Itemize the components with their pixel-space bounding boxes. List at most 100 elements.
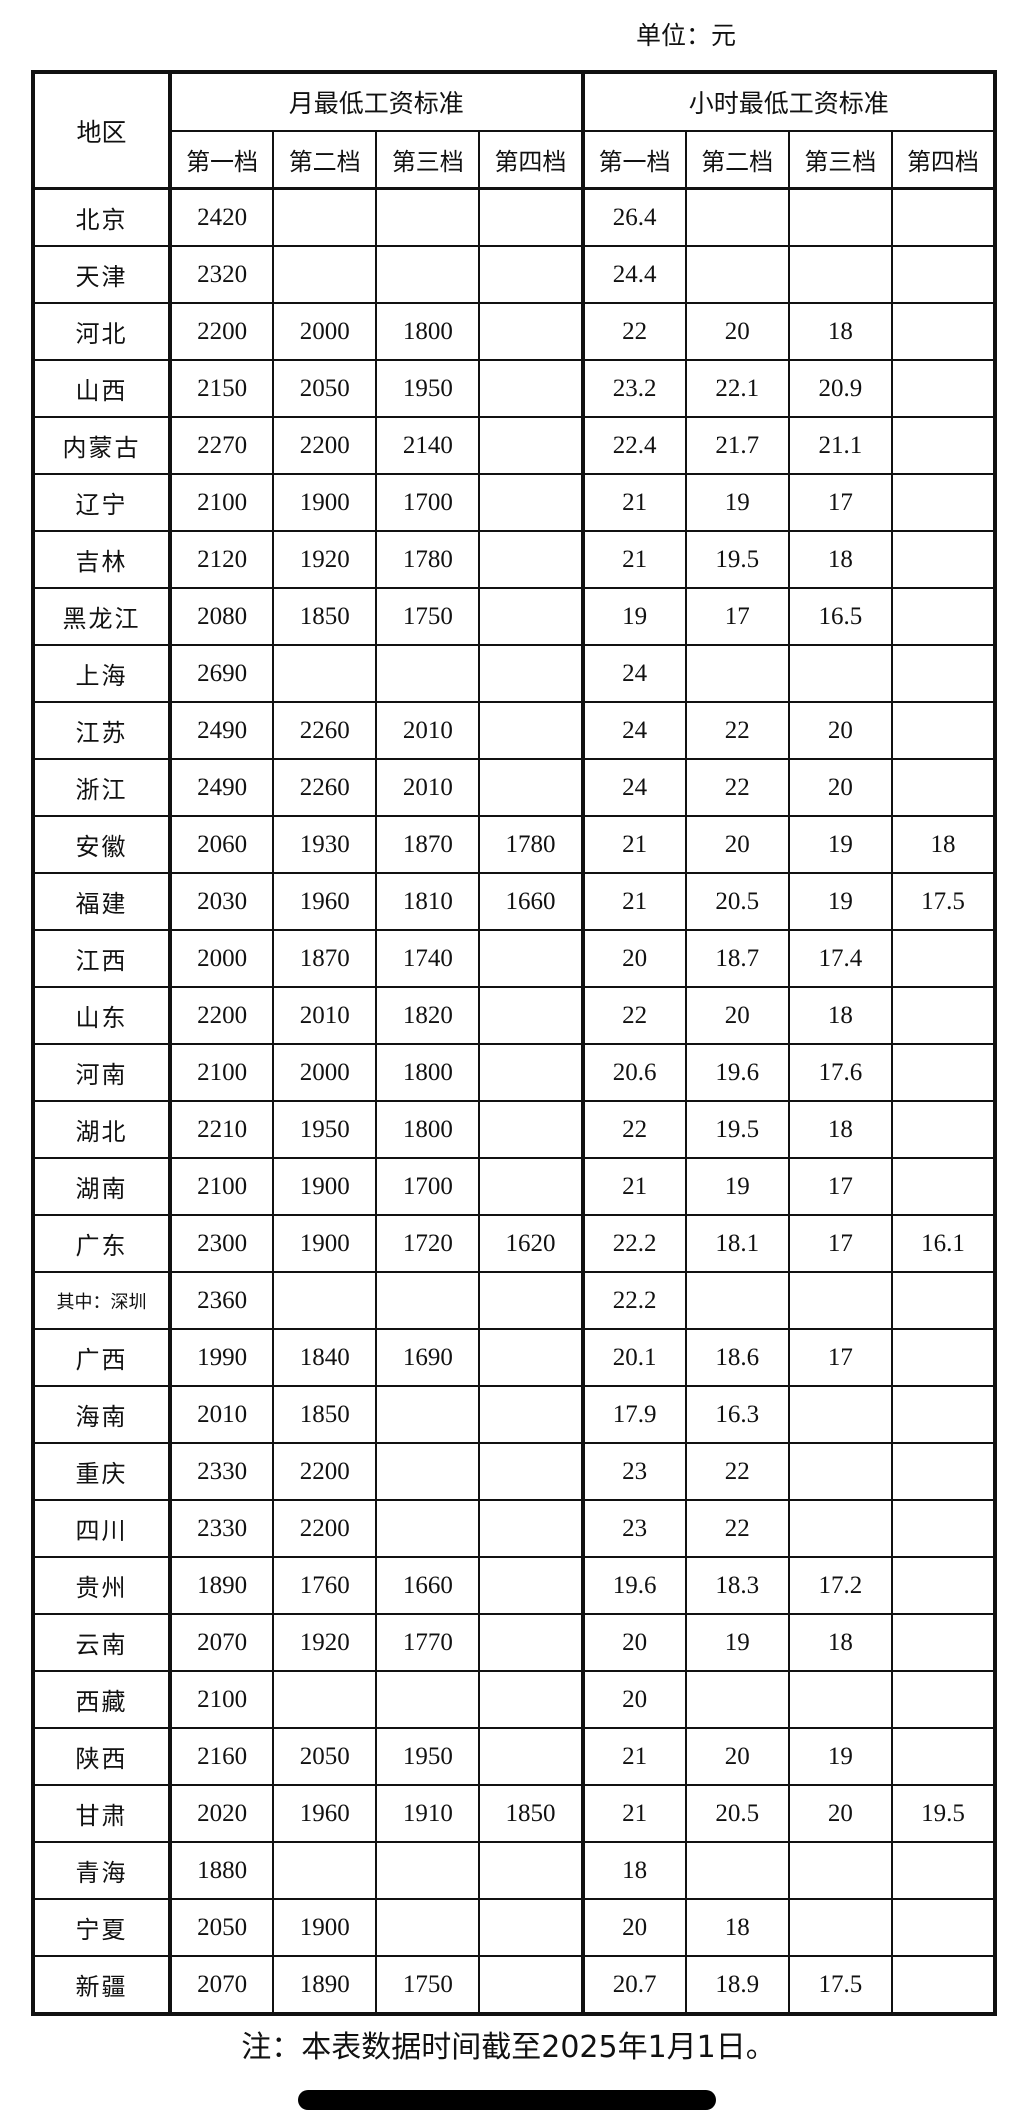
header-monthly-tier-4: 第四档 bbox=[478, 130, 584, 190]
monthly-tier-2-cell: 1900 bbox=[272, 1898, 378, 1957]
region-cell: 上海 bbox=[32, 644, 171, 703]
region-cell: 四川 bbox=[32, 1499, 171, 1558]
monthly-tier-1-cell: 2320 bbox=[167, 245, 275, 304]
monthly-tier-1-cell: 2150 bbox=[167, 359, 275, 418]
hourly-tier-2-cell: 16.3 bbox=[684, 1385, 790, 1444]
hourly-tier-1-cell: 24.4 bbox=[580, 245, 687, 304]
monthly-tier-1-cell: 2490 bbox=[167, 758, 275, 817]
table-row: 宁夏 2050 1900 20 18 bbox=[32, 1898, 997, 1957]
hourly-tier-3-cell bbox=[787, 1385, 893, 1444]
header-hourly-tier-1: 第一档 bbox=[580, 130, 687, 190]
table-row: 其中：深圳 2360 22.2 bbox=[32, 1271, 997, 1330]
monthly-tier-2-cell: 1960 bbox=[272, 1784, 378, 1843]
hourly-tier-1-cell: 24 bbox=[580, 758, 687, 817]
hourly-tier-2-cell bbox=[684, 1271, 790, 1330]
hourly-tier-1-cell: 20.6 bbox=[580, 1043, 687, 1102]
table-row: 浙江 2490 2260 2010 24 22 20 bbox=[32, 758, 997, 817]
hourly-tier-3-cell bbox=[787, 1898, 893, 1957]
monthly-tier-1-cell: 2200 bbox=[167, 302, 275, 361]
monthly-tier-4-cell bbox=[478, 986, 584, 1045]
monthly-tier-3-cell bbox=[375, 1670, 481, 1729]
hourly-tier-3-cell bbox=[787, 644, 893, 703]
monthly-tier-4-cell bbox=[478, 473, 584, 532]
monthly-tier-3-cell: 1720 bbox=[375, 1214, 481, 1273]
region-cell: 陕西 bbox=[32, 1727, 171, 1786]
hourly-tier-1-cell: 21 bbox=[580, 815, 687, 874]
monthly-tier-3-cell bbox=[375, 1841, 481, 1900]
hourly-tier-1-cell: 26.4 bbox=[580, 187, 687, 247]
monthly-tier-4-cell bbox=[478, 1670, 584, 1729]
monthly-tier-4-cell bbox=[478, 1499, 584, 1558]
monthly-tier-4-cell: 1780 bbox=[478, 815, 584, 874]
hourly-tier-4-cell bbox=[890, 245, 997, 304]
table-row: 山东 2200 2010 1820 22 20 18 bbox=[32, 986, 997, 1045]
hourly-tier-2-cell: 20 bbox=[684, 815, 790, 874]
hourly-tier-4-cell bbox=[890, 416, 997, 475]
hourly-tier-4-cell: 19.5 bbox=[890, 1784, 997, 1843]
hourly-tier-4-cell bbox=[890, 1727, 997, 1786]
monthly-tier-4-cell bbox=[478, 929, 584, 988]
hourly-tier-2-cell: 18.3 bbox=[684, 1556, 790, 1615]
hourly-tier-4-cell bbox=[890, 758, 997, 817]
header-monthly-tier-2: 第二档 bbox=[272, 130, 378, 190]
region-cell: 甘肃 bbox=[32, 1784, 171, 1843]
region-cell: 贵州 bbox=[32, 1556, 171, 1615]
monthly-tier-2-cell bbox=[272, 245, 378, 304]
hourly-tier-3-cell: 19 bbox=[787, 1727, 893, 1786]
region-cell: 湖北 bbox=[32, 1100, 171, 1159]
hourly-tier-3-cell: 17 bbox=[787, 1157, 893, 1216]
monthly-tier-2-cell: 1920 bbox=[272, 1613, 378, 1672]
monthly-tier-3-cell: 1800 bbox=[375, 1043, 481, 1102]
hourly-tier-3-cell: 16.5 bbox=[787, 587, 893, 646]
monthly-tier-3-cell bbox=[375, 1385, 481, 1444]
table-row: 河南 2100 2000 1800 20.6 19.6 17.6 bbox=[32, 1043, 997, 1102]
monthly-tier-3-cell: 2140 bbox=[375, 416, 481, 475]
region-cell: 广西 bbox=[32, 1328, 171, 1387]
region-cell: 山东 bbox=[32, 986, 171, 1045]
monthly-tier-4-cell: 1660 bbox=[478, 872, 584, 931]
table-row: 北京 2420 26.4 bbox=[32, 187, 997, 247]
hourly-tier-4-cell bbox=[890, 1100, 997, 1159]
monthly-tier-2-cell bbox=[272, 1841, 378, 1900]
region-cell: 重庆 bbox=[32, 1442, 171, 1501]
hourly-tier-1-cell: 19 bbox=[580, 587, 687, 646]
region-cell: 海南 bbox=[32, 1385, 171, 1444]
footnote: 注：本表数据时间截至2025年1月1日。 bbox=[241, 2030, 776, 2065]
monthly-tier-2-cell: 1850 bbox=[272, 1385, 378, 1444]
hourly-tier-2-cell: 20 bbox=[684, 302, 790, 361]
hourly-tier-3-cell: 17 bbox=[787, 1328, 893, 1387]
region-cell: 河北 bbox=[32, 302, 171, 361]
monthly-tier-1-cell: 2100 bbox=[167, 473, 275, 532]
hourly-tier-1-cell: 24 bbox=[580, 644, 687, 703]
hourly-tier-4-cell bbox=[890, 1442, 997, 1501]
monthly-tier-1-cell: 2490 bbox=[167, 701, 275, 760]
monthly-tier-1-cell: 2070 bbox=[167, 1613, 275, 1672]
monthly-tier-1-cell: 2060 bbox=[167, 815, 275, 874]
hourly-tier-2-cell: 22.1 bbox=[684, 359, 790, 418]
monthly-tier-3-cell: 1780 bbox=[375, 530, 481, 589]
hourly-tier-4-cell bbox=[890, 929, 997, 988]
table-row: 贵州 1890 1760 1660 19.6 18.3 17.2 bbox=[32, 1556, 997, 1615]
hourly-tier-3-cell: 17.2 bbox=[787, 1556, 893, 1615]
hourly-tier-1-cell: 21 bbox=[580, 530, 687, 589]
table-row: 山西 2150 2050 1950 23.2 22.1 20.9 bbox=[32, 359, 997, 418]
monthly-tier-3-cell: 1950 bbox=[375, 359, 481, 418]
hourly-tier-1-cell: 20 bbox=[580, 929, 687, 988]
hourly-tier-1-cell: 18 bbox=[580, 1841, 687, 1900]
monthly-tier-2-cell: 2010 bbox=[272, 986, 378, 1045]
region-cell: 安徽 bbox=[32, 815, 171, 874]
monthly-tier-2-cell: 1900 bbox=[272, 1157, 378, 1216]
monthly-tier-3-cell: 1800 bbox=[375, 1100, 481, 1159]
monthly-tier-4-cell bbox=[478, 1442, 584, 1501]
monthly-tier-4-cell bbox=[478, 1043, 584, 1102]
monthly-tier-4-cell bbox=[478, 1556, 584, 1615]
monthly-tier-4-cell: 1850 bbox=[478, 1784, 584, 1843]
hourly-tier-4-cell bbox=[890, 1157, 997, 1216]
monthly-tier-2-cell: 2200 bbox=[272, 416, 378, 475]
header-hourly-tier-3: 第三档 bbox=[787, 130, 893, 190]
monthly-tier-1-cell: 2420 bbox=[167, 187, 275, 247]
monthly-tier-2-cell: 2260 bbox=[272, 701, 378, 760]
monthly-tier-1-cell: 2080 bbox=[167, 587, 275, 646]
hourly-tier-1-cell: 20.1 bbox=[580, 1328, 687, 1387]
region-cell: 青海 bbox=[32, 1841, 171, 1900]
